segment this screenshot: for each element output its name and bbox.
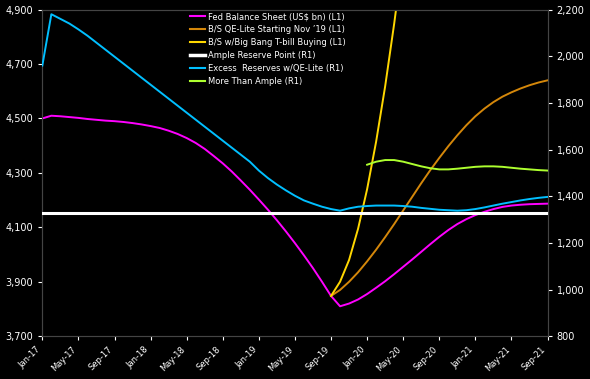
Legend: Fed Balance Sheet (US$ bn) (L1), B/S QE-Lite Starting Nov ’19 (L1), B/S w/Big Ba: Fed Balance Sheet (US$ bn) (L1), B/S QE-… xyxy=(188,11,348,88)
